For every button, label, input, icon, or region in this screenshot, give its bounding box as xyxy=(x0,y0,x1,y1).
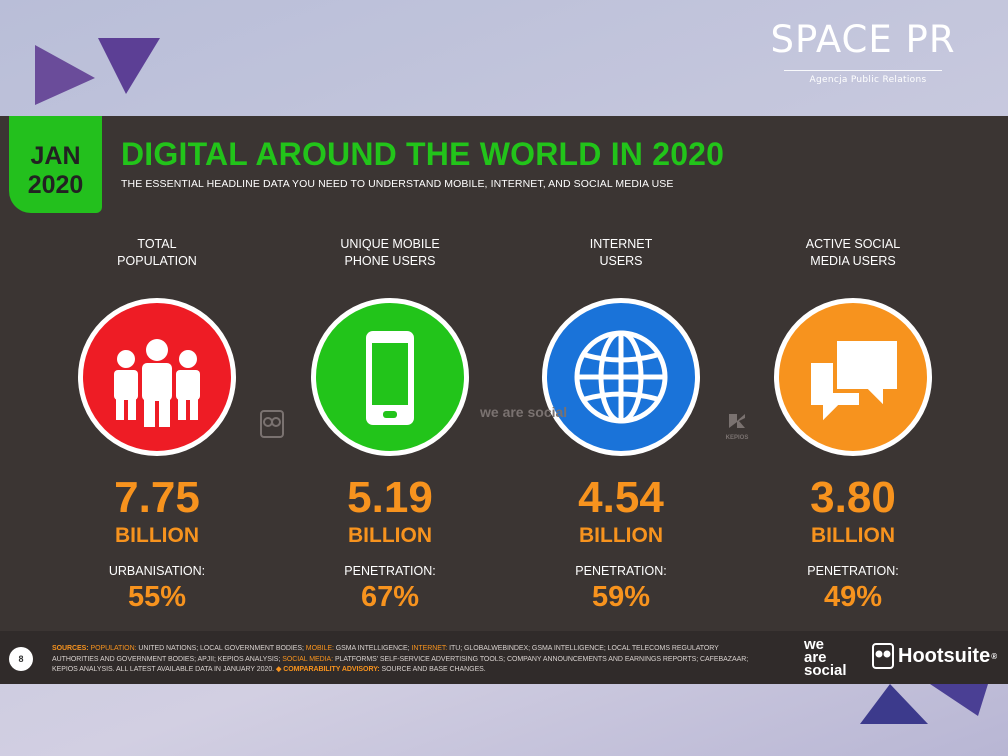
stat-sublabel: URBANISATION: xyxy=(108,564,206,578)
stat-subvalue: 49% xyxy=(823,581,883,613)
stat-subvalue: 59% xyxy=(591,581,651,613)
stat-label: TOTAL POPULATION xyxy=(117,237,197,268)
stat-sublabel: PENETRATION: xyxy=(575,564,667,578)
kepios-label: KEPIOS xyxy=(725,435,749,441)
stat-value: 4.54 xyxy=(578,473,664,522)
slide-title: DIGITAL AROUND THE WORLD IN 2020 xyxy=(121,136,725,172)
globe-icon xyxy=(542,298,700,456)
stat-value: 5.19 xyxy=(347,473,433,522)
brand-divider xyxy=(784,70,942,71)
stat-label: UNIQUE MOBILE PHONE USERS xyxy=(340,237,440,268)
date-year: 2020 xyxy=(27,171,84,199)
hootsuite-logo: Hootsuite ® xyxy=(872,643,997,669)
stat-label: INTERNET USERS xyxy=(589,237,653,268)
sources-text: SOURCES: POPULATION: UNITED NATIONS; LOC… xyxy=(52,645,749,673)
stat-label: ACTIVE SOCIAL MEDIA USERS xyxy=(805,237,901,268)
we-are-social-mini-logo: we are social xyxy=(480,404,568,420)
stat-unit: BILLION xyxy=(811,524,895,547)
kepios-mini-logo: KEPIOS xyxy=(722,412,752,441)
decorative-triangle-bottom xyxy=(860,684,928,724)
brand-tagline: Agencja Public Relations xyxy=(809,75,927,85)
stat-unit: BILLION xyxy=(115,524,199,547)
chat-bubbles-icon xyxy=(774,298,932,456)
kepios-icon xyxy=(729,414,745,428)
stat-sublabel: PENETRATION: xyxy=(807,564,899,578)
space-pr-logo: SPACE PR xyxy=(770,18,956,61)
footer-bar xyxy=(0,631,1008,684)
we-are-social-logo: we are social xyxy=(804,636,847,679)
page-number: 8 xyxy=(9,647,33,671)
stat-value: 7.75 xyxy=(114,473,200,522)
slide: JAN 2020 DIGITAL AROUND THE WORLD IN 202… xyxy=(0,116,1008,684)
decorative-triangle-right xyxy=(98,38,160,94)
stat-sublabel: PENETRATION: xyxy=(344,564,436,578)
stat-subvalue: 55% xyxy=(127,581,187,613)
decorative-triangle-left xyxy=(35,45,95,105)
hootsuite-owl-icon xyxy=(872,643,894,669)
people-icon xyxy=(78,298,236,456)
mobile-phone-icon xyxy=(311,298,469,456)
slide-subtitle: THE ESSENTIAL HEADLINE DATA YOU NEED TO … xyxy=(121,178,674,190)
space-pr-brand: SPACE PR Agencja Public Relations xyxy=(758,18,968,85)
stat-unit: BILLION xyxy=(348,524,432,547)
date-badge: JAN 2020 xyxy=(9,116,102,213)
date-month: JAN xyxy=(30,142,81,170)
hootsuite-owl-mini-icon xyxy=(260,410,284,438)
stat-subvalue: 67% xyxy=(360,581,420,613)
decorative-triangle-bottom2 xyxy=(930,684,988,716)
stat-value: 3.80 xyxy=(810,473,896,522)
stat-unit: BILLION xyxy=(579,524,663,547)
